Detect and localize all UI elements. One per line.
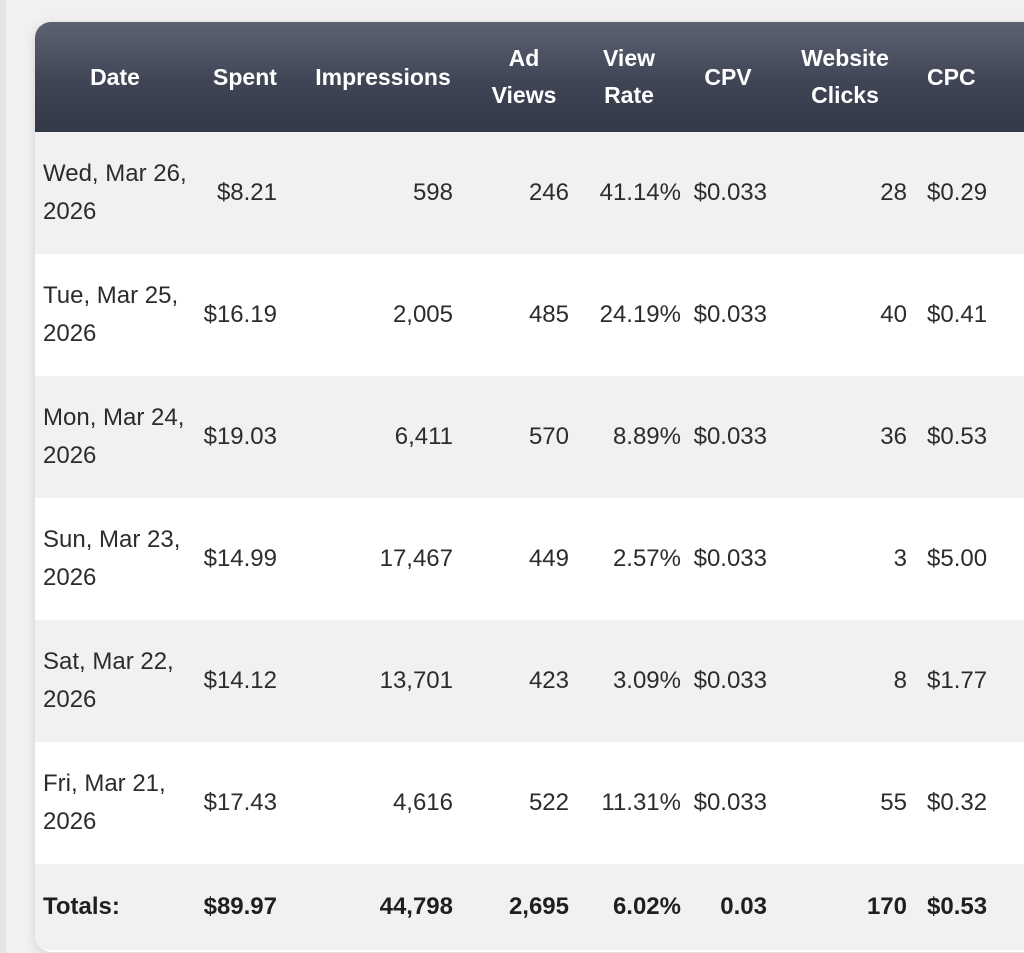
totals-ad-views: 2,695: [508, 893, 569, 920]
cpv-cell: $0.033: [693, 667, 767, 694]
view-rate-cell: 24.19%: [599, 301, 681, 328]
table-row: Mon, Mar 24, 2026 $19.03 6,411 570 8.89%…: [35, 376, 1024, 498]
spent-cell: $16.19: [203, 301, 277, 328]
website-clicks-cell: 28: [880, 179, 907, 206]
view-rate-cell: 41.14%: [599, 179, 681, 206]
cpv-cell: $0.033: [693, 301, 767, 328]
website-clicks-cell: 40: [880, 301, 907, 328]
spent-cell: $14.12: [203, 667, 277, 694]
view-rate-cell: 2.57%: [612, 545, 681, 572]
date-cell: Mon, Mar 24, 2026: [43, 404, 185, 469]
cpv-cell: $0.033: [693, 179, 767, 206]
table-header: Date Spent Impressions Ad Views View Rat…: [35, 22, 1024, 132]
spent-cell: $19.03: [203, 423, 277, 450]
totals-view-rate: 6.02%: [612, 893, 681, 920]
cpc-cell: $0.53: [927, 423, 988, 450]
page-left-edge: [0, 0, 6, 953]
totals-spent: $89.97: [203, 893, 277, 920]
view-rate-cell: 3.09%: [612, 667, 681, 694]
totals-impressions: 44,798: [379, 893, 453, 920]
header-spent[interactable]: Spent: [213, 63, 277, 90]
date-cell: Sun, Mar 23, 2026: [43, 526, 181, 591]
ad-views-cell: 522: [528, 789, 569, 816]
table-row: Sun, Mar 23, 2026 $14.99 17,467 449 2.57…: [35, 498, 1024, 620]
totals-website-clicks: 170: [866, 893, 907, 920]
date-cell: Wed, Mar 26, 2026: [43, 160, 187, 225]
cpc-cell: $0.29: [927, 179, 988, 206]
cpc-cell: $0.41: [927, 301, 988, 328]
table-footer: Totals: $89.97 44,798 2,695 6.02% 0.03 1…: [35, 864, 1024, 950]
impressions-cell: 13,701: [379, 667, 453, 694]
ad-views-cell: 449: [528, 545, 569, 572]
website-clicks-cell: 8: [893, 667, 907, 694]
table-row: Wed, Mar 26, 2026 $8.21 598 246 41.14% $…: [35, 132, 1024, 254]
impressions-cell: 6,411: [394, 423, 453, 450]
impressions-cell: 598: [412, 179, 453, 206]
impressions-cell: 4,616: [392, 789, 453, 816]
impressions-cell: 2,005: [392, 301, 453, 328]
totals-cpv: 0.03: [720, 893, 767, 920]
website-clicks-cell: 3: [893, 545, 907, 572]
ad-views-cell: 485: [528, 301, 569, 328]
spent-cell: $8.21: [216, 179, 277, 206]
header-row: Date Spent Impressions Ad Views View Rat…: [35, 22, 1024, 132]
header-cpc[interactable]: CPC: [927, 63, 976, 90]
date-cell: Tue, Mar 25, 2026: [43, 282, 179, 347]
header-impressions[interactable]: Impressions: [315, 63, 451, 90]
header-cpv[interactable]: CPV: [704, 63, 752, 90]
cpv-cell: $0.033: [693, 789, 767, 816]
daily-performance-table: Date Spent Impressions Ad Views View Rat…: [35, 22, 1024, 950]
cpc-cell: $5.00: [927, 545, 988, 572]
view-rate-cell: 8.89%: [612, 423, 681, 450]
website-clicks-cell: 36: [880, 423, 907, 450]
ad-views-cell: 570: [528, 423, 569, 450]
header-website-clicks[interactable]: Website Clicks: [801, 45, 889, 108]
ad-views-cell: 423: [528, 667, 569, 694]
totals-cpc: $0.53: [927, 893, 988, 920]
totals-label: Totals:: [43, 893, 120, 920]
table-body: Wed, Mar 26, 2026 $8.21 598 246 41.14% $…: [35, 132, 1024, 864]
spent-cell: $14.99: [203, 545, 277, 572]
cpc-cell: $1.77: [927, 667, 988, 694]
date-cell: Fri, Mar 21, 2026: [43, 770, 166, 835]
cpv-cell: $0.033: [693, 423, 767, 450]
header-date[interactable]: Date: [90, 63, 140, 90]
header-view-rate[interactable]: View Rate: [603, 45, 655, 108]
totals-row: Totals: $89.97 44,798 2,695 6.02% 0.03 1…: [35, 864, 1024, 950]
table-row: Tue, Mar 25, 2026 $16.19 2,005 485 24.19…: [35, 254, 1024, 376]
impressions-cell: 17,467: [379, 545, 453, 572]
spent-cell: $17.43: [203, 789, 277, 816]
table-row: Sat, Mar 22, 2026 $14.12 13,701 423 3.09…: [35, 620, 1024, 742]
cpv-cell: $0.033: [693, 545, 767, 572]
view-rate-cell: 11.31%: [601, 789, 681, 816]
header-ad-views[interactable]: Ad Views: [491, 45, 557, 108]
ad-views-cell: 246: [528, 179, 569, 206]
table-row: Fri, Mar 21, 2026 $17.43 4,616 522 11.31…: [35, 742, 1024, 864]
date-cell: Sat, Mar 22, 2026: [43, 648, 174, 713]
cpc-cell: $0.32: [927, 789, 988, 816]
report-table-card: Date Spent Impressions Ad Views View Rat…: [35, 22, 1024, 952]
website-clicks-cell: 55: [880, 789, 907, 816]
